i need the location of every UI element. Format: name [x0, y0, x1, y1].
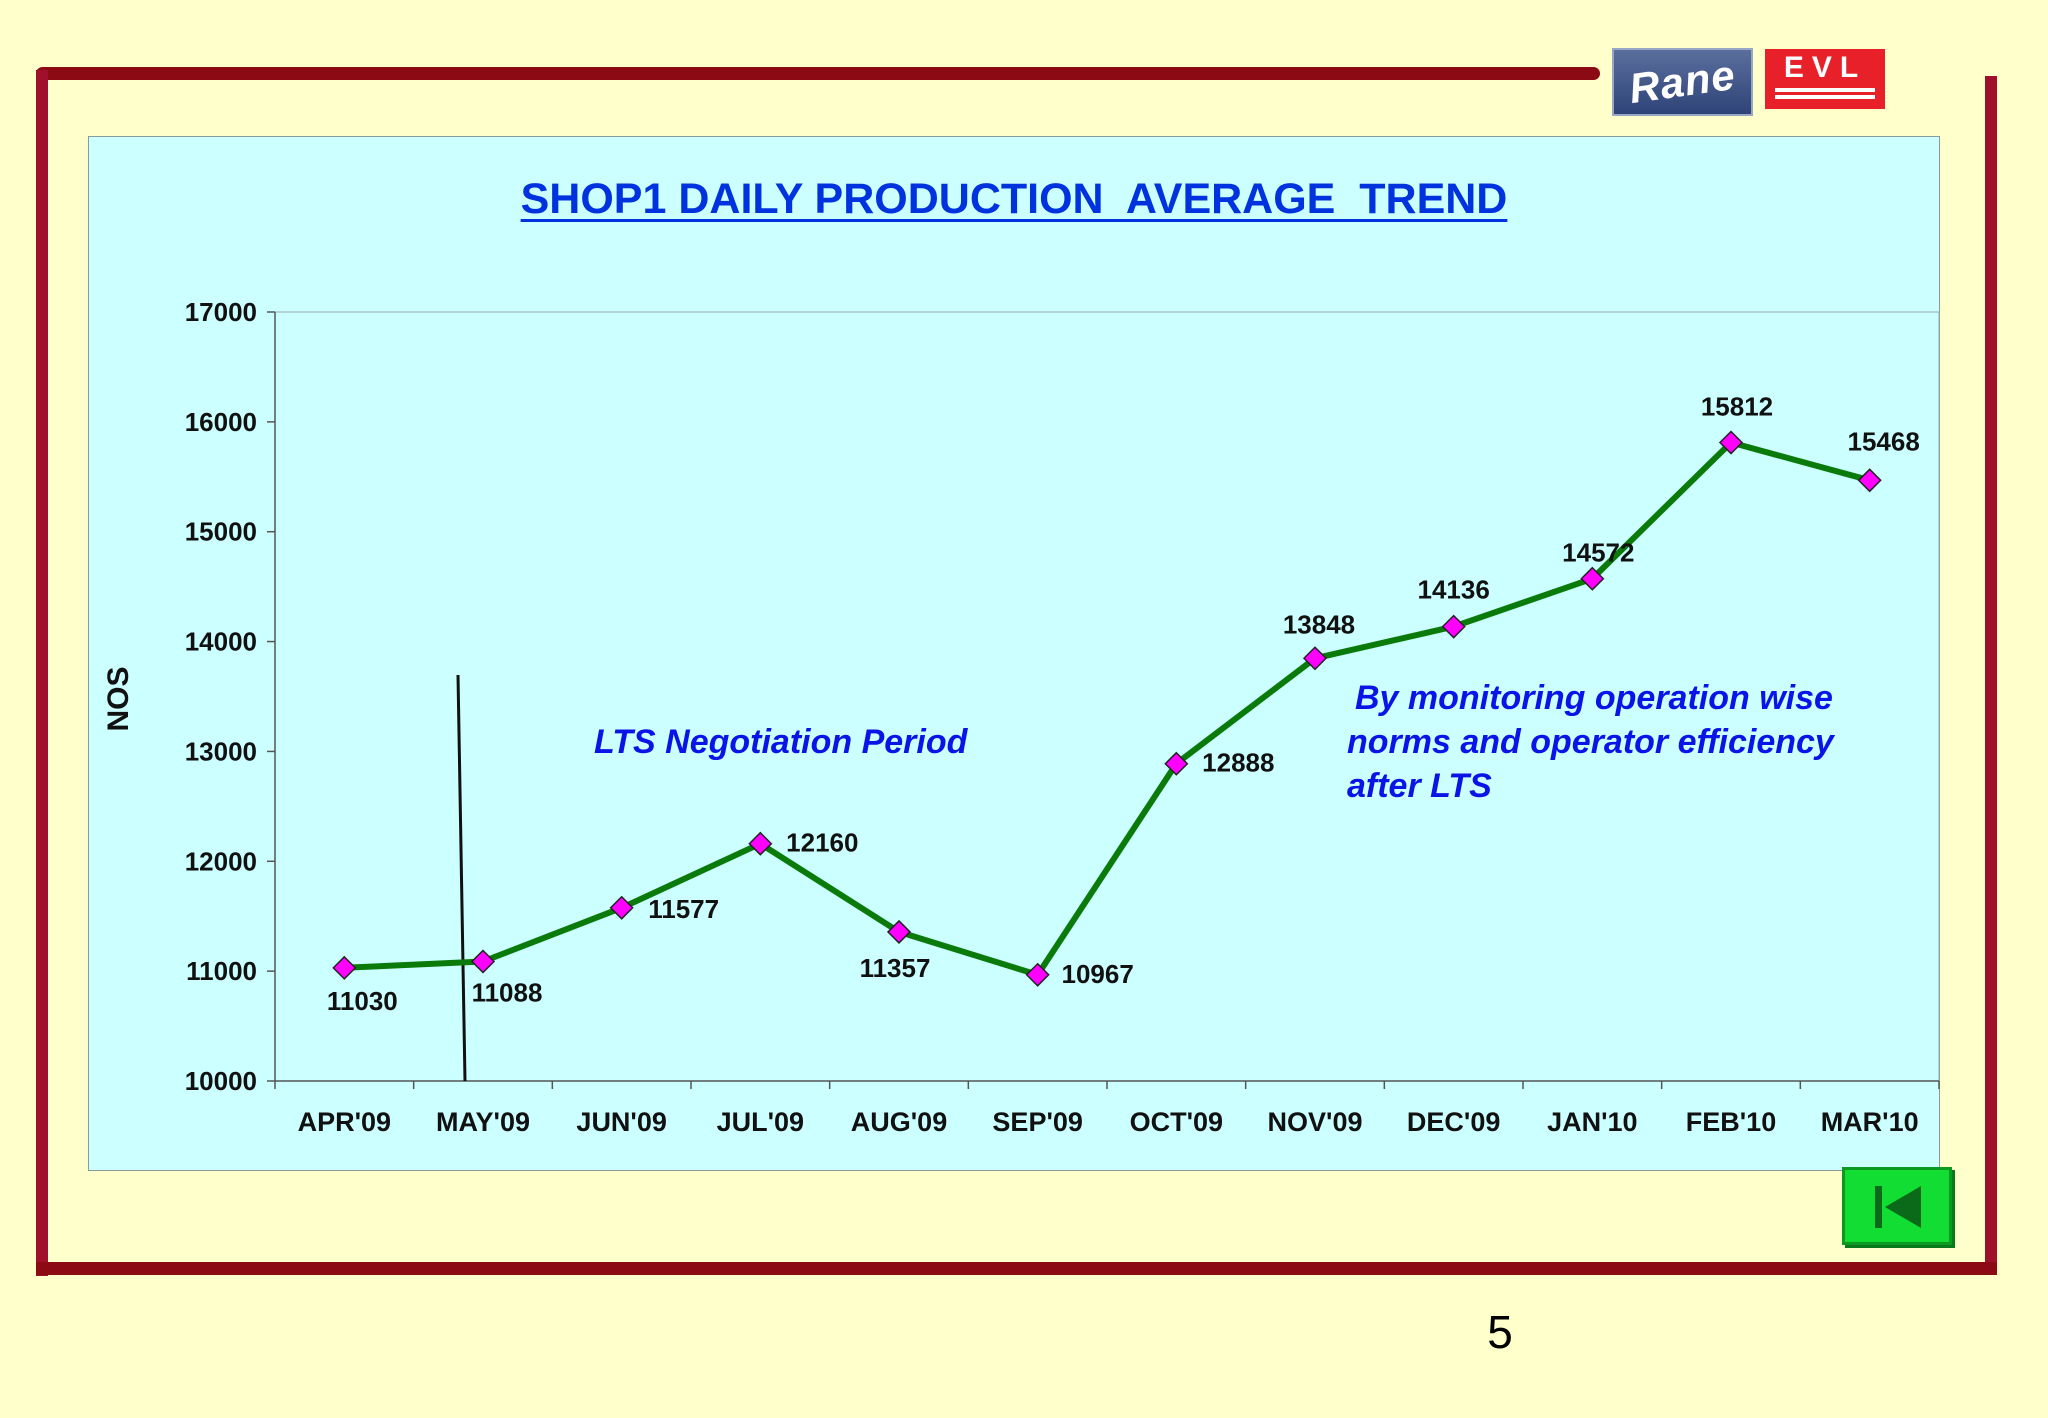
annotation-after-lts-line: norms and operator efficiency — [1347, 723, 1836, 761]
series-line — [344, 439, 1871, 978]
frame-top-border — [36, 67, 1600, 80]
data-point-marker — [1580, 566, 1605, 591]
y-tick-label: 15000 — [185, 517, 257, 547]
y-tick-label: 14000 — [185, 627, 257, 657]
rane-logo: Rane — [1612, 48, 1753, 116]
frame-bottom-border — [36, 1262, 1997, 1275]
previous-slide-button[interactable] — [1842, 1167, 1952, 1245]
data-point-marker — [332, 955, 357, 980]
evl-logo-bar-2 — [1775, 95, 1875, 99]
data-label: 13848 — [1283, 609, 1355, 639]
data-point-marker — [1718, 430, 1744, 455]
frame-left-border — [36, 70, 48, 1276]
chart-panel: SHOP1 DAILY PRODUCTION AVERAGE TREND 100… — [88, 136, 1940, 1171]
x-tick-label: OCT'09 — [1130, 1107, 1223, 1137]
x-tick-label: MAR'10 — [1821, 1107, 1919, 1137]
x-tick-label: JUL'09 — [717, 1107, 804, 1137]
data-label: 12160 — [786, 828, 858, 858]
x-tick-label: JUN'09 — [576, 1107, 666, 1137]
chart-title: SHOP1 DAILY PRODUCTION AVERAGE TREND — [520, 175, 1508, 223]
x-tick-label: DEC'09 — [1407, 1107, 1500, 1137]
data-label: 15468 — [1848, 426, 1920, 456]
y-tick-label: 13000 — [185, 736, 257, 766]
annotation-lts-period: LTS Negotiation Period — [594, 723, 969, 761]
frame-right-border — [1985, 76, 1997, 1274]
data-point-marker — [1857, 468, 1882, 493]
x-tick-label: JAN'10 — [1547, 1107, 1637, 1137]
y-tick-label: 10000 — [185, 1066, 257, 1096]
x-tick-label: FEB'10 — [1686, 1107, 1776, 1137]
line-chart: 10000 11000 12000 13000 14000 15000 16000 17000… — [102, 297, 1940, 1137]
evl-logo-bar — [1775, 88, 1875, 92]
data-point-marker — [1441, 614, 1466, 639]
data-label: 11577 — [648, 894, 719, 924]
data-label: 10967 — [1062, 959, 1134, 989]
annotation-after-lts-line: By monitoring operation wise — [1355, 679, 1833, 717]
data-label: 12888 — [1202, 748, 1274, 778]
y-tick-label: 16000 — [185, 407, 257, 437]
data-label: 14136 — [1418, 575, 1490, 605]
x-tick-label: APR'09 — [298, 1107, 391, 1137]
data-label: 11088 — [472, 977, 543, 1007]
annotation-after-lts-line: after LTS — [1347, 767, 1492, 805]
data-point-marker — [609, 895, 634, 920]
x-tick-label: AUG'09 — [851, 1107, 947, 1137]
data-label: 14572 — [1562, 538, 1634, 568]
x-tick-label: MAY'09 — [436, 1107, 530, 1137]
data-point-marker — [886, 919, 912, 944]
data-label: 11357 — [860, 953, 931, 983]
data-point-marker — [1302, 646, 1328, 671]
rane-logo-text: Rane — [1626, 50, 1739, 113]
lts-divider-line — [456, 674, 467, 1082]
data-label: 15812 — [1701, 392, 1773, 422]
y-tick-label: 17000 — [185, 297, 257, 327]
y-tick-label: 11000 — [186, 956, 257, 986]
evl-logo: EVL — [1765, 49, 1885, 109]
x-tick-label: SEP'09 — [992, 1107, 1082, 1137]
page-number: 5 — [1487, 1306, 1513, 1358]
data-point-marker — [748, 831, 773, 856]
y-axis-label: NOS — [102, 666, 135, 731]
data-point-marker — [470, 949, 496, 974]
data-point-marker — [1164, 751, 1189, 776]
data-label: 11030 — [327, 986, 398, 1016]
evl-logo-text: EVL — [1783, 51, 1867, 84]
x-tick-label: NOV'09 — [1268, 1107, 1363, 1137]
data-point-marker — [1025, 962, 1050, 987]
y-tick-label: 12000 — [185, 846, 257, 876]
skip-back-icon — [1875, 1186, 1921, 1228]
